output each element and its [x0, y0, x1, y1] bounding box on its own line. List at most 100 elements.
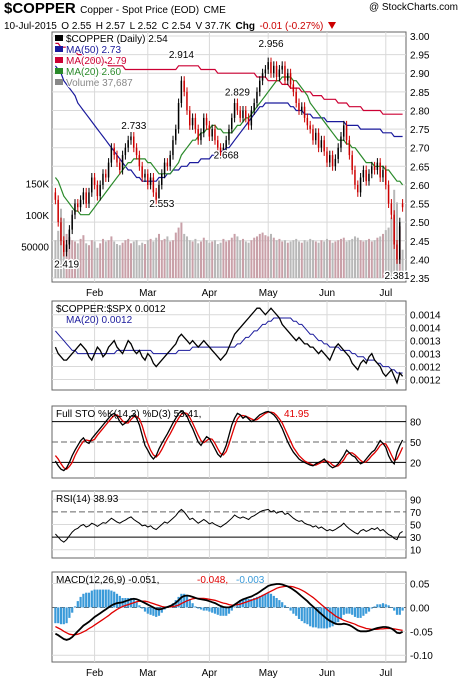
- candle-body: [401, 203, 404, 208]
- volume-bar: [368, 238, 370, 278]
- candle-body: [169, 155, 171, 167]
- macd-hist-bar: [398, 607, 401, 615]
- candle-body: [177, 103, 180, 130]
- volume-bar: [96, 247, 99, 278]
- candle-body: [99, 184, 101, 197]
- candle-body: [172, 140, 174, 156]
- price-tick-label: 2.90: [410, 69, 430, 80]
- volume-bar: [202, 237, 205, 278]
- macd-hist-bar: [146, 607, 149, 614]
- candle-body: [233, 103, 236, 118]
- volume-bar: [222, 238, 225, 278]
- candle-body: [329, 155, 331, 163]
- candle-body: [85, 192, 87, 204]
- price-tick-label: 2.70: [410, 144, 430, 155]
- macd-hist-bar: [311, 607, 315, 628]
- volume-bar: [370, 241, 373, 278]
- price-annotation: 2.419: [54, 260, 79, 271]
- volume-bar: [191, 241, 194, 278]
- legend-ratio: $COPPER:$SPX 0.0012: [56, 304, 166, 315]
- candle-body: [236, 103, 239, 111]
- candle-body: [247, 117, 250, 126]
- rsi-tick-label: 70: [410, 508, 422, 519]
- ratio-tick-label: 0.0013: [410, 350, 441, 361]
- volume-bar: [166, 236, 169, 278]
- volume-bar: [149, 238, 152, 278]
- volume-bar: [337, 240, 340, 278]
- volume-bar: [384, 230, 387, 278]
- macd-hist-bar: [129, 598, 133, 608]
- volume-bar: [180, 222, 183, 278]
- volume-bar: [85, 243, 88, 278]
- price-tick-label: 2.60: [410, 181, 430, 192]
- macd-hist-bar: [317, 607, 320, 629]
- candle-body: [203, 117, 205, 133]
- candle-body: [343, 125, 345, 137]
- macd-hist-bar: [233, 606, 236, 608]
- legend-macd-signal: -0.048,: [197, 575, 228, 586]
- macd-hist-bar: [253, 598, 256, 608]
- macd-hist-bar: [87, 592, 91, 608]
- macd-hist-bar: [292, 607, 295, 614]
- volume-bar: [362, 241, 365, 278]
- month-label: Jun: [319, 288, 335, 299]
- volume-bar: [172, 240, 174, 278]
- volume-bar: [113, 241, 116, 278]
- volume-bar: [169, 241, 172, 278]
- title-line: $COPPER Copper - Spot Price (EOD) CME: [4, 0, 226, 18]
- macd-hist-bar: [323, 607, 326, 629]
- stoch-tick-label: 20: [410, 458, 422, 469]
- candle-body: [373, 166, 376, 170]
- down-triangle-icon: [327, 22, 336, 29]
- candle-body: [211, 129, 213, 137]
- candle-body: [289, 73, 292, 85]
- volume-bar: [160, 240, 163, 278]
- volume-bar: [163, 238, 166, 278]
- macd-hist-bar: [213, 607, 217, 614]
- macd-hist-bar: [73, 606, 77, 608]
- rsi-tick-label: 10: [410, 546, 422, 557]
- price-annotation: 2.914: [169, 50, 194, 61]
- macd-hist-bar: [348, 607, 351, 614]
- volume-bar: [312, 240, 314, 278]
- volume-bar: [376, 237, 379, 278]
- candle-body: [396, 244, 398, 260]
- candle-body: [96, 184, 99, 197]
- macd-hist-bar: [208, 607, 211, 612]
- volume-bar: [295, 238, 298, 278]
- macd-hist-bar: [174, 600, 177, 608]
- candle-body: [166, 162, 169, 167]
- macd-tick-label: 0.05: [410, 580, 430, 591]
- candle-body: [147, 173, 149, 185]
- macd-hist-bar: [155, 607, 158, 617]
- volume-bar: [244, 241, 247, 278]
- macd-hist-bar: [303, 607, 306, 624]
- volume-bar: [342, 237, 345, 278]
- macd-hist-bar: [157, 607, 161, 616]
- macd-tick-label: 0.00: [410, 603, 430, 614]
- macd-hist-bar: [127, 598, 130, 608]
- macd-hist-bar: [197, 607, 200, 609]
- volume-bar: [155, 237, 158, 278]
- macd-hist-bar: [59, 607, 63, 625]
- macd-tick-label: -0.10: [410, 651, 433, 662]
- volume-bar: [141, 242, 144, 278]
- volume-bar: [197, 243, 200, 278]
- macd-hist-bar: [381, 603, 385, 608]
- candle-body: [242, 110, 244, 118]
- macd-hist-bar: [104, 589, 107, 608]
- macd-line: [54, 583, 404, 641]
- macd-hist-bar: [101, 589, 105, 608]
- quote-change-label: Chg: [235, 21, 255, 32]
- macd-hist-bar: [345, 607, 348, 614]
- macd-hist-bar: [390, 607, 393, 608]
- ratio-tick-label: 0.0014: [410, 311, 441, 322]
- volume-bar: [236, 236, 239, 278]
- candle-body: [387, 184, 390, 204]
- candle-body: [65, 244, 68, 252]
- volume-bar: [144, 244, 146, 278]
- candle-body: [57, 199, 59, 223]
- macd-hist-bar: [289, 607, 292, 611]
- rsi-tick-label: 30: [410, 533, 422, 544]
